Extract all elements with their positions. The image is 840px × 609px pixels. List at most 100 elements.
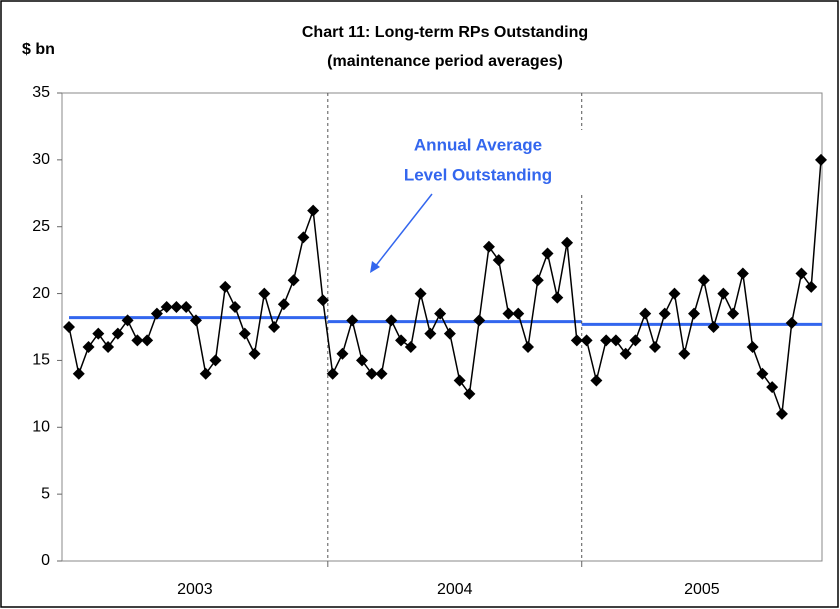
data-point xyxy=(238,327,251,340)
data-point xyxy=(590,374,603,387)
annotation-arrow xyxy=(373,193,433,269)
data-point xyxy=(541,247,554,260)
data-point xyxy=(219,280,232,293)
data-point xyxy=(512,307,525,320)
data-point xyxy=(453,374,466,387)
data-point xyxy=(668,287,681,300)
data-point xyxy=(355,354,368,367)
data-point xyxy=(287,274,300,287)
data-point xyxy=(746,341,759,354)
data-point xyxy=(365,367,378,380)
data-point xyxy=(766,381,779,394)
data-point xyxy=(795,267,808,280)
data-point xyxy=(619,347,632,360)
data-point xyxy=(736,267,749,280)
data-point xyxy=(209,354,222,367)
data-point xyxy=(561,236,574,249)
data-point xyxy=(72,367,85,380)
data-point xyxy=(697,274,710,287)
data-point xyxy=(326,367,339,380)
data-point xyxy=(277,298,290,311)
data-point xyxy=(629,334,642,347)
data-point xyxy=(775,407,788,420)
data-point xyxy=(727,307,740,320)
data-point xyxy=(199,367,212,380)
data-point xyxy=(688,307,701,320)
data-point xyxy=(707,321,720,333)
data-point xyxy=(307,204,320,217)
data-point xyxy=(63,321,75,333)
data-point xyxy=(502,307,515,320)
y-tick-label: 5 xyxy=(41,485,50,502)
data-point xyxy=(297,231,310,244)
data-point xyxy=(570,334,583,347)
data-point xyxy=(160,300,173,313)
data-point xyxy=(404,341,417,354)
x-tick-label: 2004 xyxy=(437,581,473,598)
data-point xyxy=(121,314,134,327)
data-point xyxy=(346,314,359,327)
y-tick-label: 25 xyxy=(32,218,50,235)
data-point xyxy=(678,347,691,360)
data-point xyxy=(141,334,154,347)
data-point xyxy=(609,334,622,347)
data-point xyxy=(131,334,144,347)
data-point xyxy=(600,334,613,347)
data-point xyxy=(473,314,486,327)
y-tick-label: 35 xyxy=(32,84,50,101)
plot-area xyxy=(61,92,823,562)
data-point xyxy=(424,327,437,340)
data-point xyxy=(785,316,798,329)
data-point xyxy=(268,321,281,333)
data-point xyxy=(111,327,124,340)
data-point xyxy=(658,307,671,320)
chart-title: Chart 11: Long-term RPs Outstanding xyxy=(302,24,588,41)
data-point xyxy=(102,341,115,354)
data-point xyxy=(170,300,183,313)
data-point xyxy=(375,367,388,380)
data-point xyxy=(717,287,730,300)
y-axis-label: $ bn xyxy=(22,41,55,58)
data-point xyxy=(815,153,827,166)
data-point xyxy=(434,307,447,320)
annotation: Annual Average xyxy=(414,135,542,154)
y-tick-label: 20 xyxy=(32,285,50,302)
y-tick-label: 0 xyxy=(41,552,50,569)
annotation: Level Outstanding xyxy=(404,165,552,184)
data-point xyxy=(336,347,349,360)
annotation-box xyxy=(385,130,610,192)
data-point xyxy=(580,334,593,347)
y-tick-label: 30 xyxy=(32,151,50,168)
x-tick-label: 2003 xyxy=(177,581,213,598)
data-point xyxy=(756,367,769,380)
data-point xyxy=(395,334,408,347)
data-point xyxy=(414,287,427,300)
data-point xyxy=(82,341,95,354)
data-point xyxy=(92,327,105,340)
data-point xyxy=(443,327,456,340)
data-point xyxy=(150,307,163,320)
chart-subtitle: (maintenance period averages) xyxy=(327,53,563,70)
annotation-arrowhead xyxy=(370,261,380,273)
data-point xyxy=(463,387,476,400)
y-tick-label: 10 xyxy=(32,419,50,436)
data-point xyxy=(805,280,818,293)
x-tick-label: 2005 xyxy=(684,581,720,598)
data-point xyxy=(531,274,544,287)
data-point xyxy=(482,240,495,253)
data-point xyxy=(639,307,652,320)
data-point xyxy=(316,294,329,307)
data-point xyxy=(522,341,535,354)
data-point xyxy=(258,287,271,300)
data-point xyxy=(229,300,242,313)
data-point xyxy=(189,314,202,327)
data-point xyxy=(648,341,661,354)
data-point xyxy=(551,291,564,304)
data-point xyxy=(180,300,193,313)
data-point xyxy=(248,347,261,360)
data-point xyxy=(385,314,398,327)
data-point xyxy=(492,254,505,267)
